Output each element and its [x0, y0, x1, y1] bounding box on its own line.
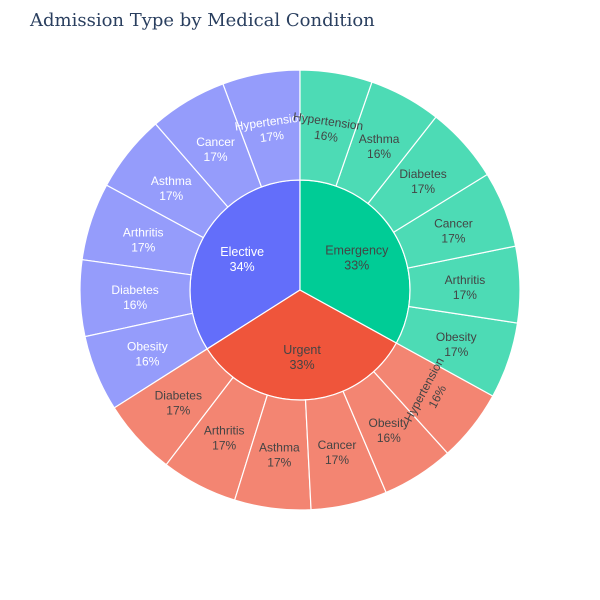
- sector-label-urgent-obesity: Obesity 16%: [369, 416, 410, 445]
- sector-label-elective-arthritis: Arthritis 17%: [123, 226, 164, 255]
- sector-label-elective-cancer: Cancer 17%: [196, 135, 235, 164]
- sector-label-emergency-diabetes: Diabetes 17%: [399, 167, 446, 196]
- sector-label-emergency: Emergency 33%: [325, 243, 389, 272]
- sector-label-emergency-obesity: Obesity 17%: [436, 330, 477, 359]
- sector-label-emergency-cancer: Cancer 17%: [434, 216, 473, 245]
- sector-label-urgent-cancer: Cancer 17%: [318, 438, 357, 467]
- sector-label-urgent-diabetes: Diabetes 17%: [155, 388, 202, 417]
- segments: [79, 69, 521, 511]
- sector-label-elective-diabetes: Diabetes 16%: [111, 283, 158, 312]
- sector-emergency-hypertension[interactable]: [299, 69, 373, 187]
- sector-label-emergency-asthma: Asthma 16%: [359, 132, 400, 161]
- sector-label-elective-asthma: Asthma 17%: [151, 174, 192, 203]
- sector-label-urgent-arthritis: Arthritis 17%: [204, 424, 245, 453]
- sector-label-urgent-asthma: Asthma 17%: [259, 441, 300, 470]
- chart-title: Admission Type by Medical Condition: [30, 10, 375, 31]
- sector-label-elective-obesity: Obesity 16%: [127, 340, 168, 369]
- sector-label-elective: Elective 34%: [220, 245, 264, 274]
- sector-label-emergency-arthritis: Arthritis 17%: [445, 273, 486, 302]
- sector-label-urgent: Urgent 33%: [283, 343, 321, 372]
